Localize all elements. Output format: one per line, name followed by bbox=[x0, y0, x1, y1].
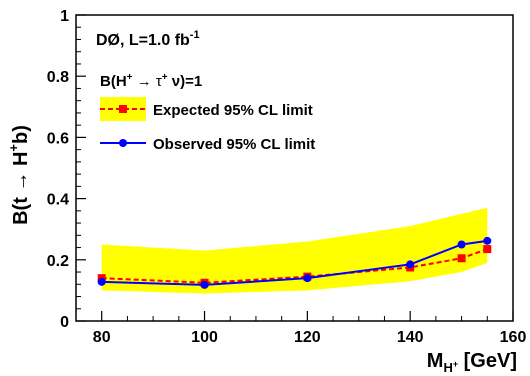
series-2-point bbox=[97, 277, 106, 286]
legend-expected-label: Expected 95% CL limit bbox=[153, 102, 313, 119]
series-1-point bbox=[483, 245, 492, 254]
x-tick-label: 140 bbox=[397, 329, 424, 346]
series-layer bbox=[97, 236, 492, 289]
series-2-point bbox=[303, 274, 312, 283]
experiment-label: DØ, L=1.0 fb-1 bbox=[96, 29, 200, 49]
y-tick-label: 0.2 bbox=[47, 253, 69, 270]
x-axis-title-sub: H bbox=[443, 360, 452, 375]
experiment-label-main: DØ, L=1.0 fb bbox=[96, 32, 190, 49]
y-axis-title-sup: + bbox=[6, 144, 21, 152]
x-tick-label: 100 bbox=[191, 329, 218, 346]
legend-expected-marker bbox=[119, 105, 127, 113]
assumption-post: ν)=1 bbox=[168, 73, 203, 90]
series-2-point bbox=[406, 260, 415, 269]
x-tick-label: 120 bbox=[294, 329, 321, 346]
y-axis-title-post: b) bbox=[10, 125, 32, 144]
assumption-label: B(H+ → τ+ ν)=1 bbox=[100, 72, 202, 90]
legend-observed-marker bbox=[119, 139, 127, 147]
x-axis-title: MH+ [GeV] bbox=[427, 350, 517, 375]
y-tick-label: 0 bbox=[60, 314, 69, 331]
x-axis-title-unit: [GeV] bbox=[458, 350, 517, 372]
x-axis-title-subsup: + bbox=[453, 359, 458, 369]
y-tick-label: 0.6 bbox=[47, 130, 69, 147]
series-2-point bbox=[457, 240, 466, 249]
experiment-label-sup: -1 bbox=[190, 29, 200, 41]
legend-observed-label: Observed 95% CL limit bbox=[153, 136, 315, 153]
y-tick-label: 1 bbox=[60, 8, 69, 25]
y-axis-title-arrow: → bbox=[10, 172, 32, 192]
series-2-point bbox=[200, 280, 209, 289]
y-axis-title-mid: H bbox=[10, 152, 32, 172]
ticks-layer: 80 100 120 140 160 0 0.2 0.4 0.6 0.8 1 bbox=[47, 8, 527, 346]
series-1-point bbox=[457, 254, 466, 263]
y-tick-label: 0.8 bbox=[47, 69, 69, 86]
expected-band-layer bbox=[101, 207, 488, 294]
x-tick-label: 80 bbox=[93, 329, 111, 346]
assumption-pre: B(H bbox=[100, 73, 127, 90]
y-axis-title: B(t → H+b) bbox=[6, 125, 32, 225]
y-axis-title-pre: B(t bbox=[10, 192, 32, 225]
assumption-sup1: + bbox=[127, 72, 133, 83]
assumption-arrow: → τ bbox=[133, 73, 162, 90]
plot-frame bbox=[75, 14, 514, 322]
expected-band bbox=[101, 207, 488, 294]
y-tick-label: 0.4 bbox=[47, 192, 69, 209]
x-tick-label: 160 bbox=[500, 329, 527, 346]
assumption-sup2: + bbox=[162, 72, 168, 83]
legend: Expected 95% CL limit Observed 95% CL li… bbox=[100, 97, 315, 153]
series-2-point bbox=[483, 236, 492, 245]
x-axis-title-main: M bbox=[427, 350, 444, 372]
series-line-2 bbox=[101, 239, 488, 286]
